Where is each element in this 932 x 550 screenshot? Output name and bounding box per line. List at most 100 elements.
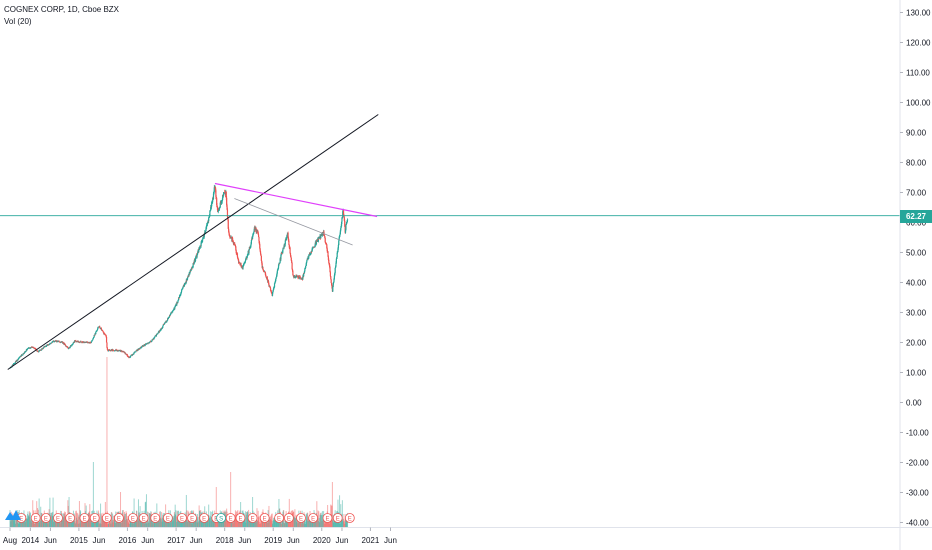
price-axis-label: 10.00 <box>906 369 927 378</box>
candle-body <box>204 231 206 234</box>
volume-bar <box>116 521 118 527</box>
tradingview-logo-icon[interactable] <box>4 508 22 522</box>
volume-bar <box>263 518 265 527</box>
volume-bar <box>318 511 320 527</box>
candle-body <box>257 232 259 235</box>
candle-body <box>335 262 337 267</box>
price-axis-label: -30.00 <box>906 489 929 498</box>
candle-body <box>190 270 192 272</box>
volume-bar <box>14 519 16 527</box>
volume-bar <box>258 516 260 527</box>
volume-bar <box>276 517 278 527</box>
candle-body <box>107 349 109 351</box>
earnings-marker-label: E <box>348 517 352 523</box>
candle-body <box>41 348 43 350</box>
candle-body <box>318 238 320 240</box>
candle-body <box>50 343 52 345</box>
candle-body <box>265 274 267 277</box>
volume-bar <box>62 519 64 527</box>
price-axis[interactable]: 130.00 120.00 110.00 100.00 90.00 80.00 70.00 6… <box>899 0 931 550</box>
volume-bar <box>225 515 227 527</box>
candle-body <box>101 329 104 331</box>
candle-body <box>167 318 169 321</box>
volume-bar <box>27 516 29 527</box>
candle-body <box>245 258 247 261</box>
volume-bar <box>270 515 272 527</box>
earnings-marker-circle <box>225 513 236 523</box>
volume-bar <box>295 516 297 527</box>
earnings-marker-label: E <box>82 517 86 523</box>
candle-body <box>219 202 221 208</box>
volume-bar <box>93 518 95 527</box>
candle-body <box>169 314 171 316</box>
volume-bar <box>198 505 200 527</box>
volume-bar <box>191 523 193 527</box>
candle-body <box>92 337 94 339</box>
volume-bar <box>77 513 79 527</box>
volume-bar <box>101 517 103 527</box>
volume-bar <box>295 514 297 527</box>
earnings-marker-circle <box>65 513 76 523</box>
candle-body <box>287 232 289 239</box>
earnings-marker-circle <box>30 513 41 523</box>
candle-body <box>330 283 333 286</box>
candle-body <box>33 347 35 349</box>
volume-bar <box>43 518 45 527</box>
candle-body <box>271 292 274 296</box>
volume-bar <box>266 518 268 527</box>
volume-bar <box>175 514 177 527</box>
candle-body <box>236 253 239 258</box>
earnings-marker-circle <box>89 513 100 523</box>
volume-bar <box>31 519 33 527</box>
earnings-marker-circle <box>344 513 355 523</box>
candle-body <box>253 231 255 234</box>
earnings-marker-circle <box>177 513 187 523</box>
dividend-marker-label: S <box>219 517 223 523</box>
candle-body <box>177 300 179 303</box>
volume-bar <box>180 522 182 527</box>
candle-body <box>279 258 281 263</box>
volume-bar <box>333 522 335 527</box>
candle-body <box>284 240 286 245</box>
volume-bar <box>45 520 47 527</box>
candle-body <box>50 342 53 344</box>
volume-bar <box>283 522 285 527</box>
volume-bar <box>307 520 309 527</box>
volume-bar <box>103 520 105 527</box>
volume-bar <box>273 517 275 527</box>
trendlines[interactable] <box>0 114 900 370</box>
volume-bar <box>127 516 129 527</box>
candle-body <box>240 263 242 267</box>
candle-body <box>222 194 224 200</box>
volume-bar <box>272 519 274 527</box>
volume-bar <box>293 511 295 527</box>
candle-body <box>172 310 174 312</box>
candle-body <box>139 347 141 349</box>
volume-bar <box>55 521 57 527</box>
volume-bar <box>201 519 203 527</box>
volume-bar <box>30 519 32 527</box>
candle-body <box>320 235 322 239</box>
candle-body <box>136 350 138 352</box>
volume-bar <box>39 522 41 527</box>
volume-bar <box>66 520 68 527</box>
volume-bar <box>25 515 27 527</box>
volume-bar <box>289 521 291 527</box>
candle-body <box>324 237 326 243</box>
volume-bar <box>155 519 157 527</box>
volume-bar <box>247 517 249 527</box>
volume-bar <box>16 518 18 527</box>
time-axis[interactable]: Aug 2014 Jun 2015 Jun 2016 Jun 2017 Jun 2018 Jun 20… <box>0 527 932 546</box>
volume-bar <box>88 513 90 527</box>
volume-bar <box>33 523 35 527</box>
volume-bar <box>12 519 14 527</box>
volume-bar <box>198 520 200 527</box>
candle-body <box>215 190 217 197</box>
volume-bar <box>278 523 280 527</box>
event-markers[interactable]: E E E E E E E E E E E E E E E E E E E E E E E E E E E ES <box>16 513 355 523</box>
volume-bar <box>174 504 176 527</box>
time-axis-label: 2021 <box>362 536 380 545</box>
volume-bar <box>135 520 137 527</box>
volume-bar <box>344 519 346 527</box>
